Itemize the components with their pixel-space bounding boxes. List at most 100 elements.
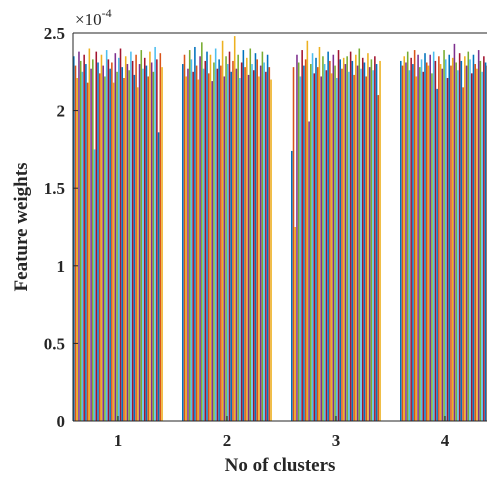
bar-cluster-3-feature-12	[310, 64, 312, 421]
bar-cluster-2-feature-10	[198, 80, 200, 421]
bar-cluster-2-feature-41	[251, 64, 253, 421]
bar-cluster-2-feature-42	[253, 70, 255, 421]
y-exponent-power: -4	[102, 6, 112, 20]
bar-cluster-3-feature-21	[326, 70, 328, 421]
bar-cluster-3-feature-20	[324, 64, 326, 421]
bar-cluster-1-feature-25	[115, 53, 117, 421]
bar-cluster-3-feature-4	[296, 55, 298, 421]
bar-cluster-4-feature-33	[455, 62, 457, 421]
bar-cluster-2-feature-14	[205, 61, 207, 421]
bar-cluster-4-feature-22	[436, 89, 438, 421]
bar-cluster-1-feature-41	[142, 69, 144, 421]
bar-cluster-2-feature-45	[258, 76, 260, 421]
bar-cluster-4-feature-2	[402, 66, 404, 421]
bar-cluster-4-feature-14	[423, 72, 425, 421]
bar-cluster-2-feature-12	[201, 42, 203, 421]
y-tick-label: 0.5	[44, 334, 65, 353]
bar-cluster-2-feature-39	[248, 75, 250, 421]
bar-cluster-1-feature-49	[156, 59, 158, 421]
bar-cluster-1-feature-10	[89, 49, 91, 421]
bar-cluster-3-feature-34	[348, 72, 350, 421]
bar-cluster-3-feature-13	[312, 53, 314, 421]
bar-cluster-2-feature-30	[232, 61, 234, 421]
bar-cluster-4-feature-6	[409, 70, 411, 421]
bar-cluster-4-feature-24	[440, 64, 442, 421]
bar-cluster-2-feature-6	[191, 59, 193, 421]
y-tick-label: 0	[57, 412, 66, 431]
bar-cluster-4-feature-13	[421, 59, 423, 421]
bar-cluster-2-feature-40	[250, 49, 252, 421]
bar-cluster-2-feature-1	[182, 64, 184, 421]
bar-cluster-4-feature-7	[410, 58, 412, 421]
bar-cluster-2-feature-24	[222, 41, 224, 421]
y-exponent-base: ×10	[75, 10, 102, 29]
bar-cluster-1-feature-35	[132, 61, 134, 421]
bar-cluster-4-feature-23	[438, 56, 440, 421]
bar-cluster-1-feature-4	[78, 52, 80, 421]
bar-cluster-2-feature-18	[211, 81, 213, 421]
bar-cluster-3-feature-29	[339, 59, 341, 421]
bar-cluster-2-feature-47	[262, 52, 264, 421]
bar-cluster-1-feature-51	[160, 53, 162, 421]
bar-cluster-3-feature-5	[298, 62, 300, 421]
bar-cluster-4-feature-36	[461, 61, 463, 421]
bar-cluster-4-feature-5	[407, 52, 409, 421]
bar-cluster-4-feature-16	[426, 62, 428, 421]
bar-cluster-4-feature-38	[464, 56, 466, 421]
bar-cluster-1-feature-24	[113, 83, 115, 421]
bar-cluster-3-feature-24	[331, 73, 333, 421]
bar-cluster-1-feature-16	[99, 73, 101, 421]
bar-cluster-2-feature-44	[256, 59, 258, 421]
bar-cluster-3-feature-43	[364, 62, 366, 421]
bar-cluster-2-feature-52	[270, 80, 272, 421]
bar-cluster-3-feature-50	[376, 64, 378, 421]
bar-cluster-3-feature-6	[300, 76, 302, 421]
bar-cluster-1-feature-44	[147, 76, 149, 421]
bar-cluster-1-feature-6	[82, 72, 84, 421]
bar-cluster-4-feature-4	[405, 62, 407, 421]
bar-cluster-3-feature-26	[334, 66, 336, 421]
bar-cluster-4-feature-39	[466, 66, 468, 421]
bar-cluster-1-feature-14	[96, 52, 98, 421]
bar-cluster-2-feature-8	[194, 47, 196, 421]
bar-cluster-3-feature-51	[378, 95, 380, 421]
bar-cluster-3-feature-52	[379, 61, 381, 421]
bar-cluster-1-feature-23	[111, 62, 113, 421]
bar-cluster-1-feature-39	[139, 64, 141, 421]
bar-cluster-2-feature-3	[185, 76, 187, 421]
bar-cluster-2-feature-37	[244, 67, 246, 421]
bar-cluster-2-feature-25	[224, 76, 226, 421]
bar-cluster-2-feature-36	[243, 50, 245, 421]
bar-cluster-4-feature-43	[473, 55, 475, 421]
bar-cluster-3-feature-33	[346, 56, 348, 421]
bar-cluster-3-feature-46	[369, 67, 371, 421]
bar-cluster-1-feature-9	[87, 83, 89, 421]
x-tick-label: 2	[223, 431, 232, 450]
bar-cluster-3-feature-14	[314, 73, 316, 421]
bar-cluster-2-feature-28	[229, 52, 231, 421]
bar-cluster-3-feature-45	[367, 53, 369, 421]
bar-cluster-4-feature-21	[435, 61, 437, 421]
bar-cluster-1-feature-40	[141, 50, 143, 421]
bar-cluster-1-feature-43	[146, 66, 148, 421]
bar-cluster-3-feature-3	[294, 227, 296, 421]
bar-cluster-1-feature-21	[108, 59, 110, 421]
bar-cluster-4-feature-27	[445, 59, 447, 421]
bar-cluster-1-feature-15	[97, 62, 99, 421]
bar-cluster-2-feature-29	[230, 72, 232, 421]
bar-cluster-4-feature-12	[419, 67, 421, 421]
bar-cluster-3-feature-27	[336, 78, 338, 421]
bar-cluster-2-feature-43	[255, 53, 257, 421]
bar-cluster-2-feature-4	[187, 69, 189, 421]
bar-cluster-4-feature-15	[424, 53, 426, 421]
bar-cluster-4-feature-26	[443, 50, 445, 421]
bar-cluster-3-feature-40	[359, 49, 361, 421]
bar-cluster-4-feature-45	[476, 69, 478, 421]
bar-cluster-3-feature-32	[345, 64, 347, 421]
bar-cluster-4-feature-44	[474, 64, 476, 421]
bar-cluster-3-feature-11	[308, 121, 310, 421]
bar-cluster-3-feature-1	[291, 151, 293, 421]
bar-cluster-4-feature-50	[485, 62, 487, 421]
bar-cluster-4-feature-11	[417, 55, 419, 421]
